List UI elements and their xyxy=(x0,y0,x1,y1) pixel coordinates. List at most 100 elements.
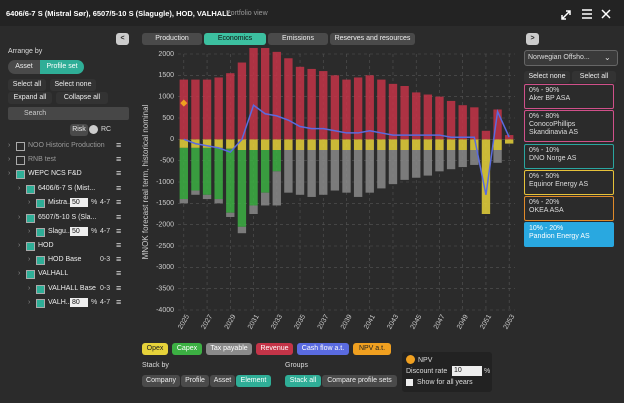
share-input[interactable]: 80 xyxy=(70,298,88,307)
arrange-option[interactable]: Profile set xyxy=(40,60,84,74)
legend-item[interactable]: Opex xyxy=(142,343,168,355)
dropdown[interactable] xyxy=(524,50,618,66)
legend-item[interactable]: NPV a.t. xyxy=(353,343,391,355)
company-item[interactable] xyxy=(524,196,614,221)
group-option[interactable]: Stack all xyxy=(285,375,321,387)
x-tick-label: 2029 xyxy=(224,314,238,331)
discount-label: Discount rate xyxy=(406,368,448,375)
bar-segment xyxy=(400,139,409,150)
expand-all[interactable]: Expand all xyxy=(8,92,52,104)
company-item[interactable] xyxy=(524,144,614,169)
tree-checkbox[interactable] xyxy=(16,142,25,151)
y-tick-label: -1000 xyxy=(156,179,174,186)
tree-checkbox[interactable] xyxy=(16,156,25,165)
bar-segment xyxy=(470,139,479,150)
company-item[interactable] xyxy=(524,84,614,109)
company-item[interactable] xyxy=(524,222,614,247)
select-none[interactable]: Select none xyxy=(524,71,570,83)
bar-segment xyxy=(214,147,223,200)
header xyxy=(0,0,624,26)
tree-checkbox[interactable] xyxy=(26,214,35,223)
stack-option[interactable]: Asset xyxy=(210,375,235,387)
tree-label: HOD xyxy=(38,242,54,249)
bar-segment xyxy=(388,83,398,140)
stack-option[interactable]: Company xyxy=(142,375,180,387)
tree-chevron: › xyxy=(18,270,21,277)
bar-segment xyxy=(319,71,328,140)
company-range: 0% - 80% xyxy=(529,113,560,120)
tree-checkbox[interactable] xyxy=(36,299,45,308)
tree-checkbox[interactable] xyxy=(36,285,45,294)
select-none[interactable]: Select none xyxy=(50,79,96,91)
bar-segment xyxy=(237,226,247,234)
tree-chevron: › xyxy=(8,156,11,163)
collapse-left[interactable]: < xyxy=(116,33,129,45)
tab[interactable]: Production xyxy=(142,33,202,45)
bar-segment xyxy=(377,139,386,150)
row-menu: ≡ xyxy=(116,240,122,250)
bar-segment xyxy=(249,48,258,140)
y-tick-label: 500 xyxy=(162,115,174,122)
select-all[interactable]: Select all xyxy=(8,79,46,91)
select-all[interactable]: Select all xyxy=(572,71,616,83)
bar-segment xyxy=(505,139,514,144)
share-input[interactable]: 50 xyxy=(70,227,88,236)
bar-segment xyxy=(202,147,212,195)
tree-checkbox[interactable] xyxy=(26,270,35,279)
collapse-right[interactable]: > xyxy=(526,33,539,45)
bar-segment xyxy=(179,147,188,200)
legend-item[interactable]: Revenue xyxy=(256,343,293,355)
checkbox[interactable] xyxy=(406,379,413,386)
bar-segment xyxy=(260,139,270,150)
company-item[interactable] xyxy=(524,170,614,195)
tab[interactable]: Emissions xyxy=(268,33,328,45)
bar-segment xyxy=(237,150,247,227)
tree-checkbox[interactable] xyxy=(36,199,45,208)
range: 4-7 xyxy=(100,228,111,235)
tree-checkbox[interactable] xyxy=(26,185,35,194)
tree-checkbox[interactable] xyxy=(36,256,45,265)
search-box[interactable] xyxy=(8,107,129,120)
bar-segment xyxy=(179,199,188,204)
bar-segment xyxy=(435,96,444,140)
discount-unit: % xyxy=(484,368,491,375)
bar-segment xyxy=(226,212,235,217)
tree-checkbox[interactable] xyxy=(26,242,35,251)
share-unit: % xyxy=(91,199,98,206)
legend-item[interactable]: Capex xyxy=(172,343,202,355)
bar-segment xyxy=(307,150,316,197)
bar-segment xyxy=(481,130,491,140)
dropdown-text: Norwegian Offsho... xyxy=(528,54,590,61)
stack-option[interactable]: Profile xyxy=(181,375,209,387)
bar-segment xyxy=(237,139,247,150)
bar-segment xyxy=(202,79,212,140)
stack-option[interactable]: Element xyxy=(236,375,271,387)
bar-segment xyxy=(319,139,328,150)
risk-toggle[interactable] xyxy=(89,125,98,134)
arrange-option[interactable]: Asset xyxy=(8,60,40,74)
legend-item[interactable]: Tax payable xyxy=(206,343,252,355)
header-icons xyxy=(561,9,611,20)
group-option[interactable]: Compare profile sets xyxy=(322,375,397,387)
discount-input[interactable]: 10 xyxy=(452,366,482,376)
tree-chevron: › xyxy=(28,285,31,292)
range: 0-3 xyxy=(100,285,111,292)
bar-segment xyxy=(423,139,433,150)
tab[interactable]: Economics xyxy=(204,33,266,45)
tree-checkbox[interactable] xyxy=(36,228,45,237)
row-menu: ≡ xyxy=(116,197,122,207)
y-tick-label: -500 xyxy=(160,158,174,165)
bar-segment xyxy=(330,150,340,191)
collapse-all[interactable]: Collapse all xyxy=(56,92,108,104)
x-tick-label: 2041 xyxy=(363,314,377,331)
tree-checkbox[interactable] xyxy=(16,170,25,179)
legend-item[interactable]: Cash flow a.t. xyxy=(297,343,349,355)
tree-label: RNB test xyxy=(28,156,57,163)
dropdown-chevron: ⌄ xyxy=(604,53,611,62)
company-item[interactable] xyxy=(524,110,614,142)
bar-segment xyxy=(458,105,467,140)
bar-segment xyxy=(400,150,409,180)
bar-segment xyxy=(353,77,363,140)
share-input[interactable]: 50 xyxy=(70,198,88,207)
tab[interactable]: Reserves and resources xyxy=(330,33,415,45)
